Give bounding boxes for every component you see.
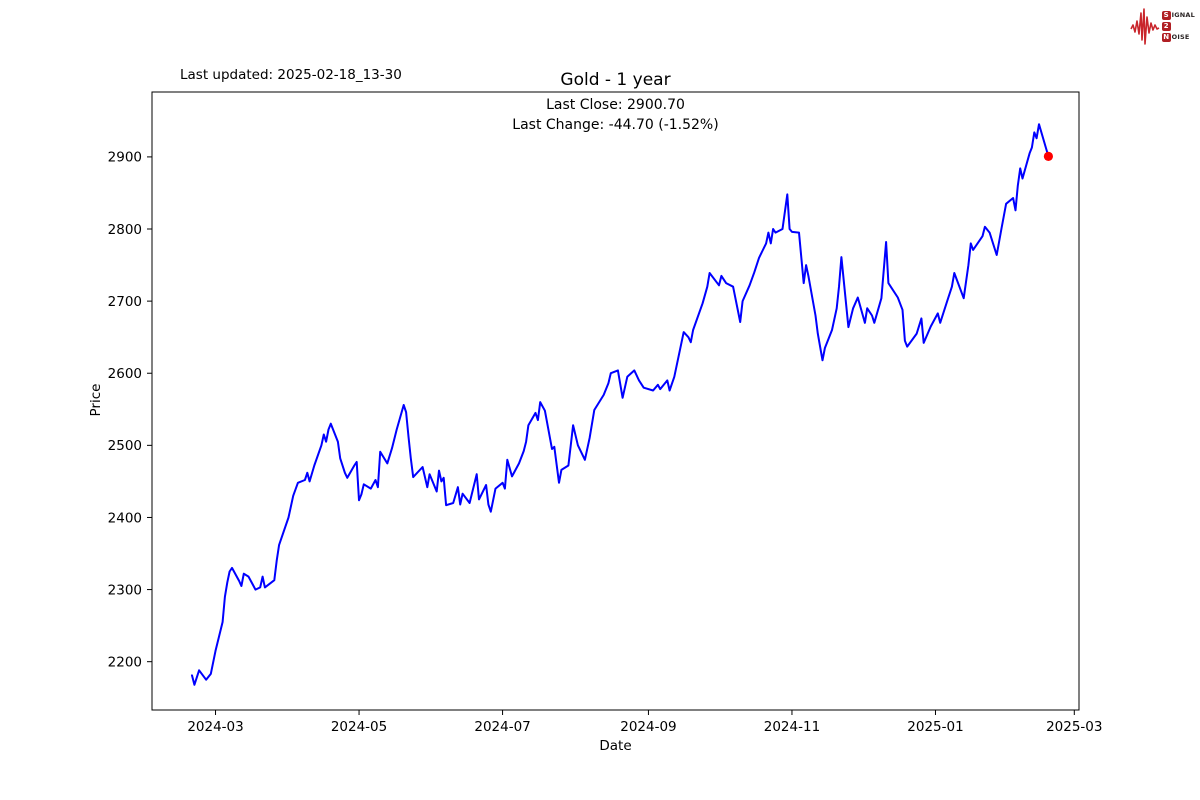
x-tick-label: 2024-11 (764, 719, 820, 735)
y-axis-title: Price (88, 383, 104, 417)
price-line (191, 123, 1050, 686)
logo-word-noise: OISE (1171, 33, 1190, 41)
x-tick-label: 2024-09 (620, 719, 676, 735)
logo-row-signal: S IGNAL (1161, 10, 1195, 20)
y-tick-label: 2500 (108, 438, 142, 454)
y-tick-label: 2600 (108, 366, 142, 382)
logo-word-signal: IGNAL (1171, 11, 1195, 19)
y-tick-label: 2300 (108, 582, 142, 598)
y-tick-label: 2800 (108, 222, 142, 238)
y-tick-label: 2200 (108, 654, 142, 670)
y-tick-label: 2400 (108, 510, 142, 526)
y-tick-label: 2700 (108, 294, 142, 310)
axes-box (151, 91, 1080, 711)
logo-row-two: 2 (1161, 21, 1195, 31)
last-change-label: Last Change: -44.70 (-1.52%) (512, 117, 719, 133)
logo-badge-2: 2 (1161, 21, 1171, 31)
last-updated-label: Last updated: 2025-02-18_13-30 (180, 67, 402, 83)
chart-annotation: Last Close: 2900.70 Last Change: -44.70 … (152, 95, 1079, 135)
x-tick-label: 2024-05 (331, 719, 387, 735)
chart-title: Gold - 1 year (560, 70, 671, 90)
x-tick-label: 2025-03 (1046, 719, 1102, 735)
x-tick-label: 2024-03 (187, 719, 243, 735)
x-axis-title: Date (599, 738, 632, 754)
last-price-marker (1043, 151, 1053, 161)
last-close-label: Last Close: 2900.70 (546, 97, 685, 113)
s2n-logo: S IGNAL 2 N OISE (1129, 4, 1195, 48)
logo-row-noise: N OISE (1161, 32, 1195, 42)
logo-badge-n: N (1161, 32, 1171, 42)
logo-badge-s: S (1161, 10, 1171, 20)
y-tick-label: 2900 (108, 150, 142, 166)
x-tick-label: 2025-01 (907, 719, 963, 735)
x-tick-label: 2024-07 (474, 719, 530, 735)
logo-text: S IGNAL 2 N OISE (1161, 10, 1195, 43)
seismograph-waveform-icon (1129, 8, 1159, 45)
